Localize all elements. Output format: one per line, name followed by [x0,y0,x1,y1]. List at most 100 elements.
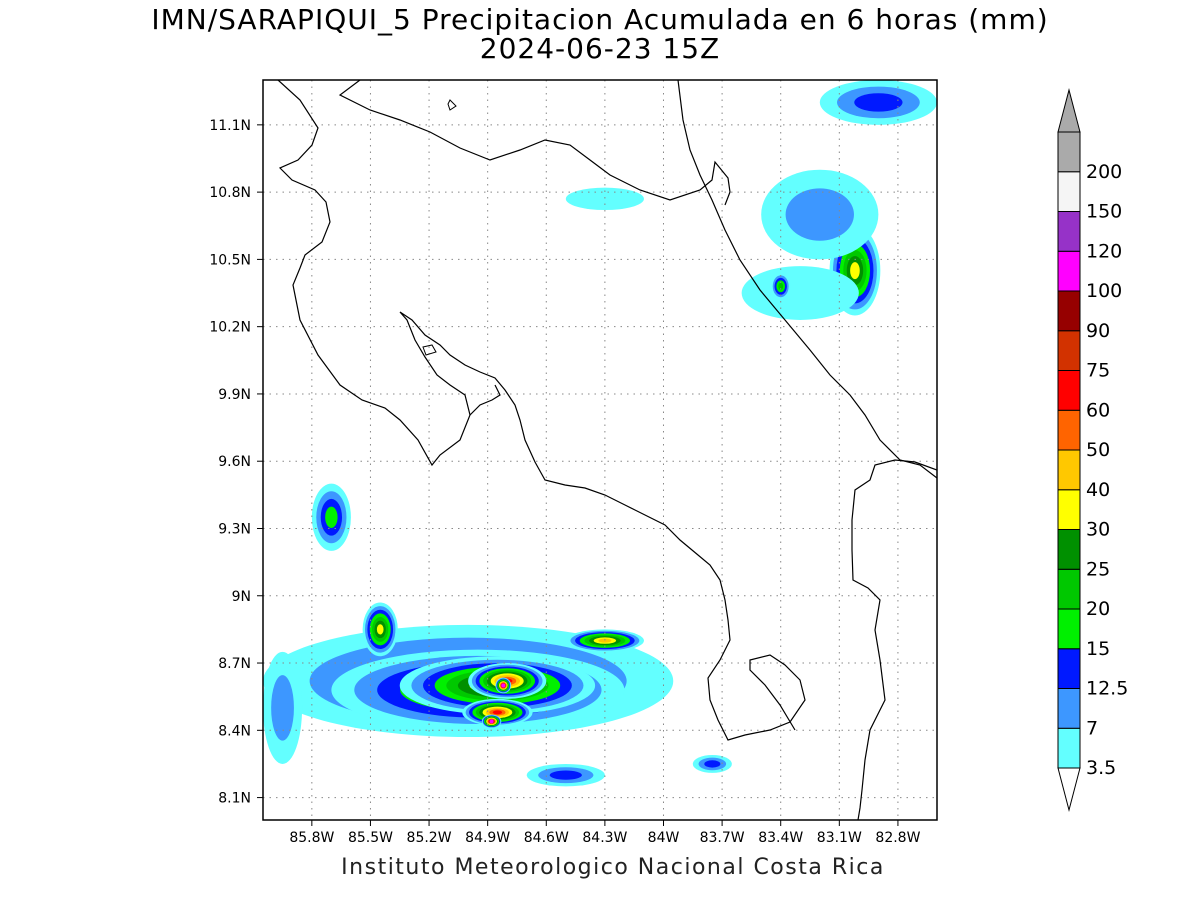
precip-contour [778,282,784,290]
colorbar-label: 75 [1086,360,1110,382]
precip-contour [741,266,859,320]
lake-island [447,99,457,111]
colorbar-label: 3.5 [1086,757,1116,779]
map-title: IMN/SARAPIQUI_5 Precipitacion Acumulada … [151,3,1049,36]
colorbar-label: 20 [1086,598,1110,620]
colorbar-label: 7 [1086,717,1098,739]
precip-cell [741,266,859,320]
precip-contour [565,187,644,211]
precip-cell [819,80,937,125]
precip-contour [598,638,612,643]
colorbar-label: 60 [1086,399,1110,421]
lat-tick-label: 9N [232,589,251,605]
colorbar-swatch [1057,131,1081,173]
precip-contour [704,760,721,768]
map-axes: 8.1N 8.4N 8.7N 9N 9.3N 9.6N 9.9N 10.2N 10.5N 10.8… [209,118,920,846]
precip-cell [362,602,398,657]
precip-contour [376,624,384,635]
precip-cell [770,272,791,300]
colorbar-swatch [1057,290,1081,332]
precip-contour [492,710,503,715]
precip-cell [311,483,351,551]
colorbar-label: 15 [1086,638,1110,660]
colorbar-label: 200 [1086,161,1122,183]
map-frame [262,79,938,821]
colorbar-top-arrow [1057,88,1081,133]
lon-tick-label: 84W [648,830,680,846]
colorbar-swatch [1057,489,1081,530]
caribbean-coastline [677,80,937,479]
colorbar-swatch [1057,529,1081,570]
precip-cell [565,629,644,652]
nicoya-gulf-coast [469,384,501,416]
colorbar-label: 90 [1086,320,1110,342]
precipitation-field [263,80,937,787]
colorbar-swatch [1057,211,1081,252]
colorbar-label: 40 [1086,479,1110,501]
footer-credit: Instituto Meteorologico Nacional Costa R… [341,855,885,880]
precip-contour [271,675,294,741]
lon-tick-label: 83.1W [817,830,862,846]
colorbar-label: 25 [1086,558,1110,580]
colorbar-label: 100 [1086,280,1122,302]
colorbar-label: 30 [1086,519,1110,541]
precip-contour [501,683,506,688]
precip-cell [495,677,512,694]
lat-tick-label: 8.7N [218,656,251,672]
colorbar-swatch [1057,648,1081,689]
precip-cell [565,187,644,211]
lat-tick-label: 11.1N [209,118,251,134]
lat-tick-label: 9.9N [218,387,251,403]
lat-tick-label: 8.4N [218,723,251,739]
lat-tick-label: 10.5N [209,252,251,268]
precip-contour [489,719,494,724]
lat-tick-label: 8.1N [218,791,251,807]
precip-cell [526,763,605,787]
precip-contour [854,93,903,112]
map-subtitle-datetime: 2024-06-23 15Z [479,32,721,65]
colorbar-label: 150 [1086,201,1122,223]
lon-tick-label: 85.5W [348,830,393,846]
lon-tick-label: 85.2W [407,830,452,846]
nicaragua-border [338,80,731,206]
colorbar-bottom-arrow [1057,767,1081,812]
colorbar-label: 50 [1086,439,1110,461]
colorbar-swatch [1057,250,1081,292]
precip-cell [481,714,502,729]
lon-tick-label: 85.8W [289,830,334,846]
colorbar-swatch [1057,688,1081,729]
lon-tick-label: 84.6W [524,830,569,846]
colorbar-swatch [1057,727,1081,769]
panama-border [851,459,937,820]
lon-tick-label: 84.3W [582,830,627,846]
colorbar-label: 120 [1086,240,1122,262]
colorbar-swatch [1057,409,1081,451]
colorbar-swatch [1057,568,1081,610]
colorbar-swatch [1057,370,1081,411]
chira-island [422,344,437,356]
lon-tick-label: 82.8W [875,830,920,846]
coastline-borders [277,80,937,820]
precip-contour [785,188,854,241]
colorbar-swatch [1057,330,1081,371]
colorbar-swatch [1057,449,1081,491]
precip-cell [263,651,303,764]
precip-cell [692,754,732,773]
precip-contour [325,506,338,528]
lon-tick-label: 83.4W [758,830,803,846]
precip-contour [549,770,582,780]
colorbar-swatch [1057,171,1081,212]
precip-contour [850,262,860,280]
lat-tick-label: 10.8N [209,185,251,201]
pacific-coastline-north [277,80,806,741]
lat-tick-label: 9.3N [218,521,251,537]
lat-tick-label: 9.6N [218,454,251,470]
precip-cell [761,169,879,260]
lon-tick-label: 83.7W [700,830,745,846]
lat-tick-label: 10.2N [209,320,251,336]
colorbar-swatch [1057,608,1081,650]
colorbar-legend: 3.5 7 12.5 15 20 25 30 40 50 60 75 90 100 120 150 200 [1057,88,1128,812]
colorbar-label: 12.5 [1086,678,1128,700]
lon-tick-label: 84.9W [465,830,510,846]
